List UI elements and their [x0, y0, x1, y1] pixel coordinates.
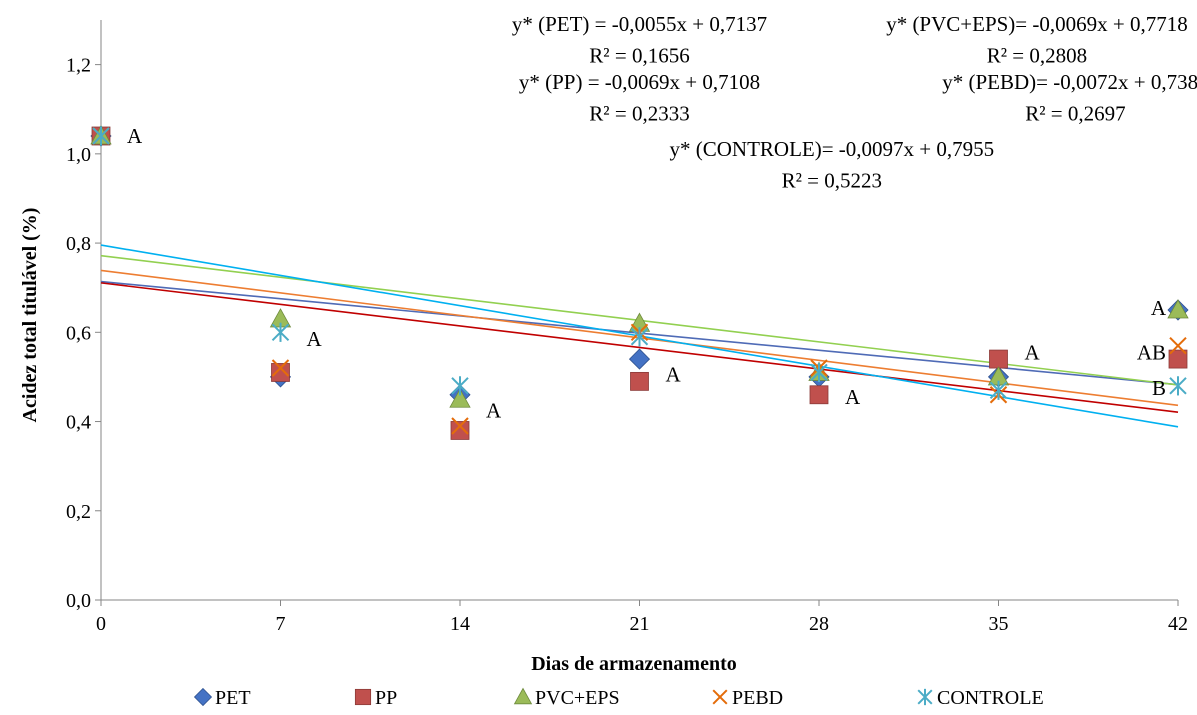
y-tick-label: 1,0 [66, 144, 91, 166]
significance-letter: A [127, 124, 143, 148]
legend-label: PET [215, 687, 251, 709]
legend: PET PP PVC+EPS PEBD CONTROLE [193, 687, 1044, 709]
point-controle [630, 327, 649, 347]
equation-label: R² = 0,2808 [987, 43, 1087, 67]
equation-label: y* (PEBD)= -0,0072x + 0,7387 [942, 70, 1197, 94]
triangle-marker [1167, 299, 1189, 319]
x-tick-label: 28 [809, 613, 829, 635]
y-tick-label: 0,8 [66, 233, 91, 255]
point-pp [989, 349, 1008, 369]
significance-letter: B [1152, 376, 1166, 400]
significance-letter: A [1151, 296, 1167, 320]
point-pp [450, 421, 470, 440]
annotations: y* (PET) = -0,0055x + 0,7137 R² = 0,1656 y… [127, 12, 1197, 422]
triangle-marker [513, 687, 533, 705]
square-marker [354, 688, 372, 706]
point-pet [628, 348, 651, 370]
square-marker [450, 421, 470, 440]
x-tick-label: 42 [1168, 613, 1188, 635]
y-tick-label: 0,4 [66, 412, 91, 434]
y-tick-label: 1,2 [66, 55, 91, 77]
point-pvc-eps [1167, 299, 1189, 319]
legend-marker [917, 688, 933, 706]
square-marker [989, 349, 1008, 369]
diamond-marker [193, 687, 213, 707]
point-pvc-eps [449, 388, 471, 408]
point-pebd [271, 359, 290, 377]
equation-label: R² = 0,2333 [589, 101, 689, 125]
x-tick-label: 21 [630, 613, 650, 635]
y-tick-label: 0,0 [66, 590, 91, 612]
y-axis-title: Acidez total titulável (%) [19, 208, 41, 423]
significance-letter: A [1025, 340, 1041, 364]
legend-label: PP [375, 687, 397, 709]
x-tick-label: 7 [276, 613, 286, 635]
significance-letter: A [486, 398, 502, 422]
point-controle [1169, 376, 1187, 396]
square-marker [630, 371, 649, 391]
point-controle [989, 380, 1008, 400]
triangle-marker [449, 388, 471, 408]
equation-label: R² = 0,1656 [589, 43, 689, 67]
data-points [90, 125, 1189, 440]
point-controle [451, 376, 469, 396]
point-controle [810, 362, 828, 383]
square-marker [1168, 349, 1188, 369]
x-axis-title: Dias de armazenamento [531, 653, 737, 675]
point-controle [92, 126, 110, 146]
point-controle [271, 322, 290, 342]
point-pp [271, 363, 290, 382]
point-pebd [1169, 336, 1187, 355]
legend-label: PEBD [732, 687, 783, 709]
diamond-marker [628, 348, 651, 370]
equation-label: y* (CONTROLE)= -0,0097x + 0,7955 [669, 137, 994, 161]
square-marker [271, 363, 290, 382]
point-pp [1168, 349, 1188, 369]
equation-label: R² = 0,2697 [1025, 101, 1125, 125]
x-marker-stroke [271, 359, 290, 377]
axes: 0,0 0,2 0,4 0,6 0,8 1,0 1,2 0 7 14 21 28 35 42 [66, 20, 1188, 635]
equation-label: y* (PVC+EPS)= -0,0069x + 0,7718 [886, 12, 1188, 36]
legend-item-controle: CONTROLE [917, 687, 1044, 709]
significance-letter: A [666, 363, 682, 387]
y-tick-label: 0,6 [66, 322, 91, 344]
square-marker [809, 385, 829, 405]
x-tick-label: 0 [96, 613, 106, 635]
x-tick-label: 14 [450, 613, 470, 635]
x-marker-stroke [1169, 336, 1187, 355]
legend-item-pebd: PEBD [712, 687, 783, 709]
significance-letter: AB [1137, 340, 1166, 364]
legend-label: CONTROLE [937, 687, 1044, 709]
y-tick-label: 0,2 [66, 501, 91, 523]
point-pp [809, 385, 829, 405]
legend-item-pp: PP [354, 687, 397, 709]
legend-marker [712, 689, 728, 705]
legend-label: PVC+EPS [535, 687, 620, 709]
x-marker-stroke [712, 689, 728, 705]
legend-item-pvc-eps: PVC+EPS [513, 687, 620, 709]
point-pp [630, 371, 649, 391]
x-tick-label: 35 [989, 613, 1009, 635]
legend-marker [354, 688, 372, 706]
legend-marker [513, 687, 533, 705]
equation-label: y* (PET) = -0,0055x + 0,7137 [512, 12, 767, 36]
legend-marker [193, 687, 213, 707]
equation-label: y* (PP) = -0,0069x + 0,7108 [519, 70, 760, 94]
significance-letter: A [845, 385, 861, 409]
legend-item-pet: PET [193, 687, 251, 709]
equation-label: R² = 0,5223 [782, 168, 882, 192]
significance-letter: A [307, 327, 323, 351]
point-pebd [451, 417, 469, 435]
x-marker-stroke [451, 417, 469, 435]
trend-line-pp [100, 282, 1179, 413]
